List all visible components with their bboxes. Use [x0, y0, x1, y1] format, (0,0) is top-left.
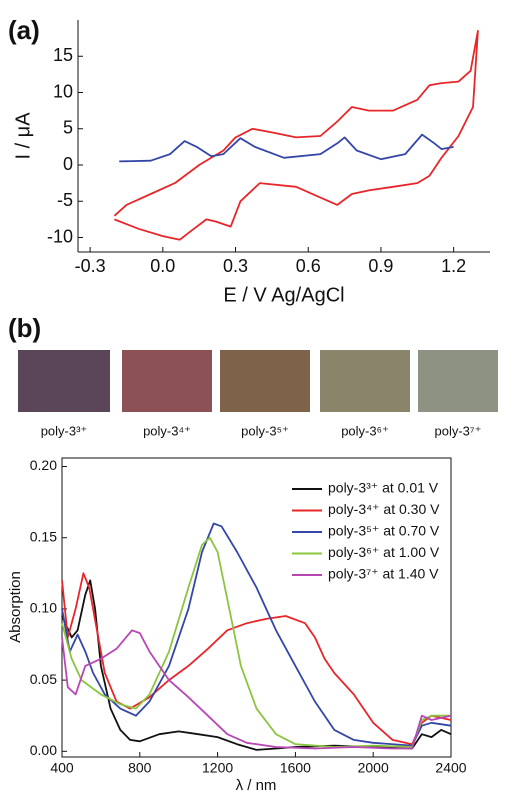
panel-label: (b): [8, 313, 41, 343]
x-axis-label: λ / nm: [236, 777, 277, 794]
y-axis-label: Absorption: [7, 571, 24, 643]
color-swatch: [122, 350, 212, 412]
y-tick-label: 0: [63, 154, 73, 174]
color-swatch: [220, 350, 310, 412]
x-tick-label: 0.9: [368, 256, 393, 276]
y-tick-label: 0.00: [30, 742, 57, 758]
panel-label: (a): [8, 15, 40, 45]
x-tick-label: 2400: [435, 760, 466, 776]
x-tick-label: 0.0: [150, 256, 175, 276]
y-tick-label: 0.20: [30, 457, 57, 473]
y-tick-label: 10: [53, 81, 73, 101]
x-tick-label: 800: [128, 760, 152, 776]
color-swatch: [418, 350, 498, 412]
plot-frame: [61, 457, 452, 758]
legend-label: poly-3⁷⁺ at 1.40 V: [328, 566, 439, 582]
x-tick-label: 1600: [280, 760, 311, 776]
y-tick-label: 0.10: [30, 600, 57, 616]
y-tick-label: 0.05: [30, 671, 57, 687]
x-tick-label: 0.6: [296, 256, 321, 276]
series-line: [61, 579, 452, 751]
swatch-label: poly-3³⁺: [41, 423, 88, 438]
y-tick-label: 0.15: [30, 528, 57, 544]
legend-label: poly-3⁵⁺ at 0.70 V: [328, 523, 440, 539]
y-tick-label: -5: [57, 190, 73, 210]
series-line: [61, 536, 451, 748]
series-line: [61, 522, 452, 747]
y-tick-label: 15: [53, 45, 73, 65]
y-tick-label: 5: [63, 118, 73, 138]
x-tick-label: 0.3: [223, 256, 248, 276]
x-tick-label: 1.2: [441, 256, 466, 276]
swatch-label: poly-3⁴⁺: [143, 423, 191, 438]
series-line: [119, 133, 454, 163]
swatch-label: poly-3⁷⁺: [435, 423, 482, 438]
x-tick-label: 1200: [202, 760, 233, 776]
legend-label: poly-3⁶⁺ at 1.00 V: [328, 544, 440, 560]
legend-label: poly-3³⁺ at 0.01 V: [328, 480, 439, 496]
x-tick-label: -0.3: [75, 256, 106, 276]
swatch-label: poly-3⁵⁺: [241, 423, 289, 438]
y-axis-label: I / μA: [12, 112, 34, 160]
x-axis-label: E / V Ag/AgCl: [223, 284, 344, 306]
x-tick-label: 2000: [358, 760, 389, 776]
series-line: [61, 572, 452, 746]
series-line: [113, 30, 479, 241]
x-tick-label: 400: [50, 760, 74, 776]
legend-label: poly-3⁴⁺ at 0.30 V: [328, 501, 440, 517]
swatch-label: poly-3⁶⁺: [341, 423, 389, 438]
color-swatch: [18, 350, 110, 412]
series-line: [61, 629, 452, 750]
y-tick-label: -10: [47, 226, 73, 246]
color-swatch: [320, 350, 410, 412]
